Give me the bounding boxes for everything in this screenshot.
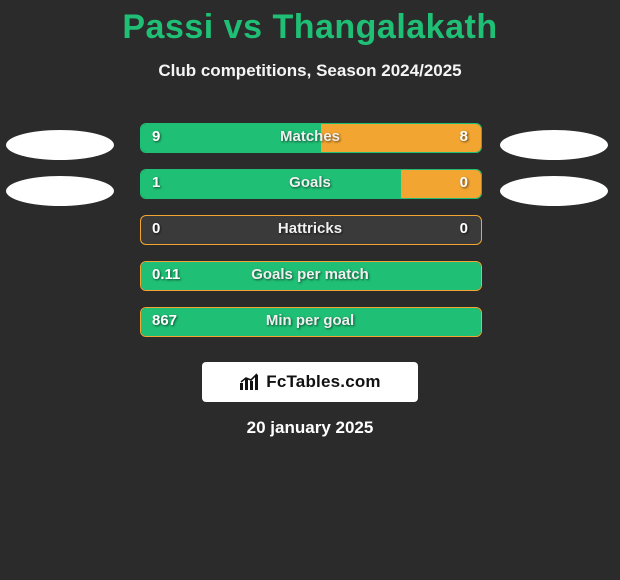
player-avatar-right: [500, 130, 608, 160]
brand-text: FcTables.com: [266, 372, 381, 392]
stat-label: Goals per match: [140, 261, 480, 289]
stat-row: 867Min per goal: [0, 307, 620, 337]
stat-row: 0.11Goals per match: [0, 261, 620, 291]
stat-label: Goals: [140, 169, 480, 197]
brand-box[interactable]: FcTables.com: [202, 362, 418, 402]
brand-label: FcTables.com: [239, 372, 381, 392]
page-title: Passi vs Thangalakath: [0, 8, 620, 47]
chart-icon: [239, 373, 261, 391]
stat-row: 00Hattricks: [0, 215, 620, 245]
date-label: 20 january 2025: [0, 418, 620, 438]
player-avatar-left: [6, 176, 114, 206]
subtitle: Club competitions, Season 2024/2025: [0, 61, 620, 81]
stat-label: Hattricks: [140, 215, 480, 243]
player-avatar-right: [500, 176, 608, 206]
stat-label: Matches: [140, 123, 480, 151]
comparison-widget: Passi vs Thangalakath Club competitions,…: [0, 8, 620, 580]
stat-label: Min per goal: [140, 307, 480, 335]
player-avatar-left: [6, 130, 114, 160]
